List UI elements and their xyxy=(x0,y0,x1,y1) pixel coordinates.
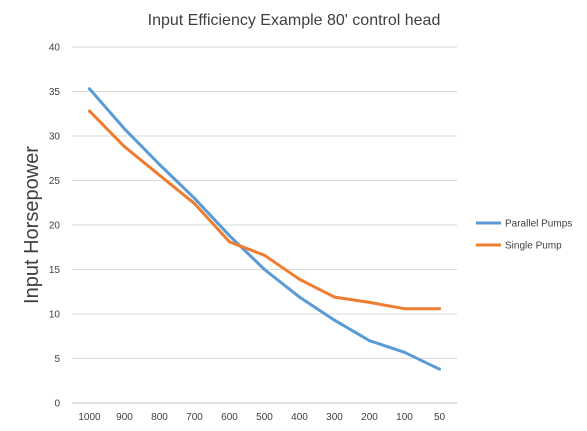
y-tick-label: 15 xyxy=(49,265,61,276)
x-tick-label: 200 xyxy=(361,412,378,423)
data-point xyxy=(158,173,161,177)
x-tick-label: 1000 xyxy=(78,412,101,423)
data-point xyxy=(298,277,301,281)
data-point xyxy=(88,109,91,113)
y-tick-label: 0 xyxy=(54,399,60,410)
y-tick-label: 5 xyxy=(54,354,60,365)
data-point xyxy=(263,253,266,257)
data-point xyxy=(123,127,126,131)
data-point xyxy=(438,307,441,311)
data-point xyxy=(438,367,441,371)
y-tick-label: 40 xyxy=(49,43,61,54)
x-tick-label: 700 xyxy=(186,412,203,423)
data-point xyxy=(123,145,126,149)
chart-title: Input Efficiency Example 80' control hea… xyxy=(148,12,441,29)
series-lines xyxy=(88,87,441,371)
y-tick-label: 35 xyxy=(49,87,61,98)
y-tick-label: 30 xyxy=(49,132,61,143)
data-point xyxy=(368,339,371,343)
data-point xyxy=(88,87,91,91)
y-axis-title: Input Horsepower xyxy=(21,146,43,304)
x-tick-label: 300 xyxy=(326,412,343,423)
gridlines xyxy=(72,46,457,404)
x-tick-label: 900 xyxy=(116,412,133,423)
x-tick-label: 600 xyxy=(221,412,238,423)
data-point xyxy=(193,196,196,200)
x-tick-label: 800 xyxy=(151,412,168,423)
data-point xyxy=(403,307,406,311)
data-point xyxy=(333,295,336,299)
data-point xyxy=(228,234,231,238)
x-tick-label: 50 xyxy=(434,412,446,423)
data-point xyxy=(368,300,371,304)
legend-label: Single Pump xyxy=(505,241,562,252)
y-tick-label: 20 xyxy=(49,221,61,232)
data-point xyxy=(298,295,301,299)
data-point xyxy=(263,268,266,271)
y-tick-label: 10 xyxy=(49,310,61,321)
x-tick-label: 100 xyxy=(396,412,413,423)
data-point xyxy=(193,202,196,206)
data-point xyxy=(158,162,161,166)
x-tick-label: 400 xyxy=(291,412,308,423)
data-point xyxy=(403,350,406,354)
x-tick-label: 500 xyxy=(256,412,273,423)
x-axis-tick-labels: 1000 900 800 700 600 500 400 300 200 100 50 xyxy=(78,412,445,423)
data-point xyxy=(228,240,231,244)
y-axis-tick-labels: 0 5 10 15 20 25 30 35 40 xyxy=(49,43,61,410)
y-tick-label: 25 xyxy=(49,176,61,187)
legend-label: Parallel Pumps xyxy=(505,219,572,230)
data-point xyxy=(333,318,336,322)
legend: Parallel Pumps Single Pump xyxy=(476,219,572,252)
